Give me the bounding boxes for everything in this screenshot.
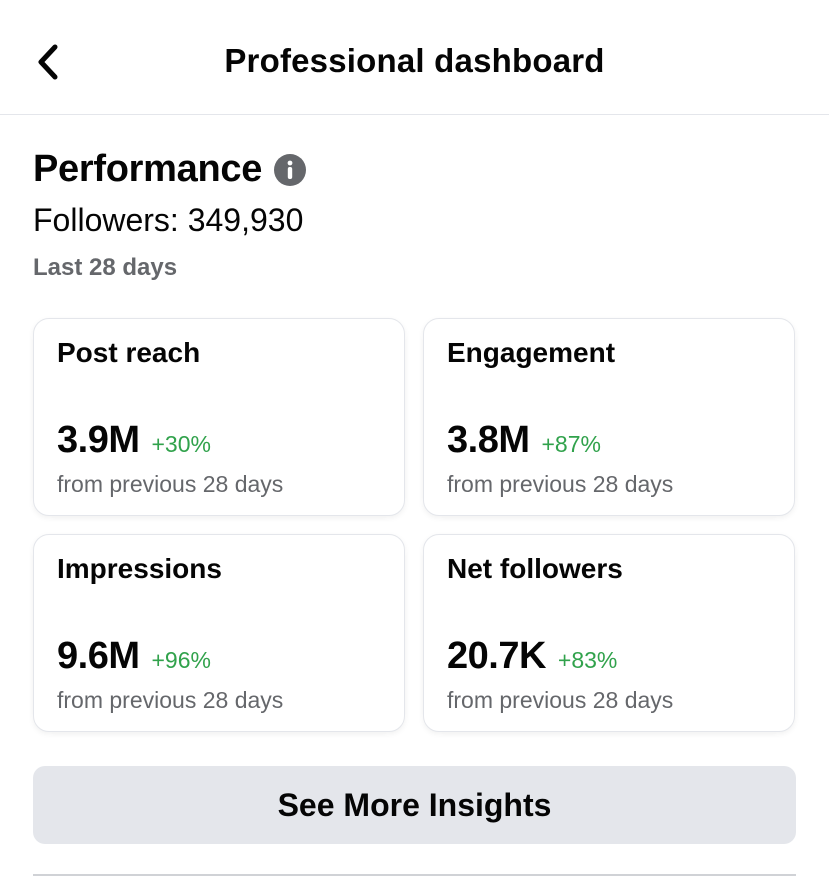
- date-range-label: Last 28 days: [33, 254, 178, 281]
- metric-value: 20.7K: [447, 635, 546, 677]
- top-bar: Professional dashboard: [0, 0, 829, 115]
- metric-row: 9.6M +96%: [57, 635, 211, 678]
- comparison-text: from previous 28 days: [447, 471, 674, 497]
- section-title: Performance: [33, 148, 263, 190]
- chevron-left-icon: [38, 44, 58, 80]
- card-engagement[interactable]: Engagement 3.8M +87% from previous 28 da…: [423, 318, 795, 516]
- info-icon[interactable]: [274, 153, 307, 186]
- card-net-followers[interactable]: Net followers 20.7K +83% from previous 2…: [423, 534, 795, 732]
- metric-value: 9.6M: [57, 635, 140, 677]
- metric-change: +96%: [151, 647, 211, 673]
- back-button[interactable]: [30, 40, 66, 84]
- metric-value: 3.8M: [447, 419, 530, 461]
- card-post-reach[interactable]: Post reach 3.9M +30% from previous 28 da…: [33, 318, 405, 516]
- card-label: Post reach: [57, 337, 201, 368]
- metric-value: 3.9M: [57, 419, 140, 461]
- card-label: Engagement: [447, 337, 616, 368]
- comparison-text: from previous 28 days: [57, 471, 284, 497]
- page-title: Professional dashboard: [224, 42, 605, 79]
- card-label: Net followers: [447, 553, 623, 584]
- metric-row: 3.9M +30%: [57, 419, 211, 462]
- metric-change: +87%: [541, 431, 601, 457]
- followers-count: Followers: 349,930: [33, 202, 304, 238]
- divider: [33, 874, 796, 876]
- metric-change: +83%: [557, 647, 618, 673]
- metric-row: 3.8M +87%: [447, 419, 601, 462]
- card-impressions[interactable]: Impressions 9.6M +96% from previous 28 d…: [33, 534, 405, 732]
- comparison-text: from previous 28 days: [447, 687, 674, 713]
- comparison-text: from previous 28 days: [57, 687, 284, 713]
- card-label: Impressions: [57, 553, 222, 584]
- see-more-insights-button[interactable]: See More Insights: [33, 766, 796, 844]
- metric-change: +30%: [151, 431, 211, 457]
- metric-row: 20.7K +83%: [447, 635, 617, 678]
- performance-heading: Performance: [33, 148, 307, 191]
